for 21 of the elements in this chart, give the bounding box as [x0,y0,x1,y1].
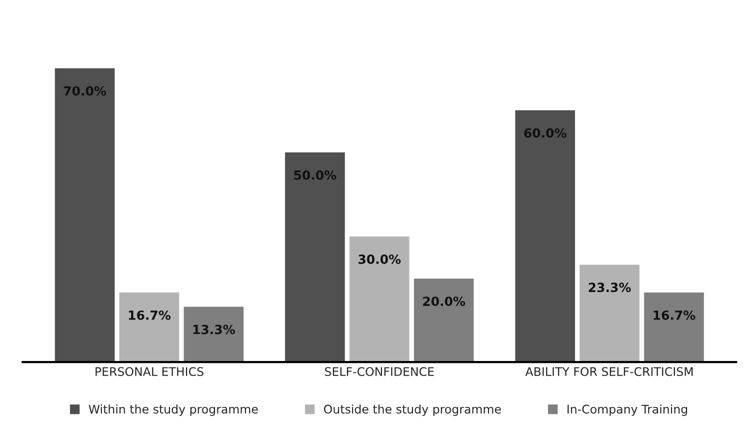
bar [118,291,181,362]
data-label: 16.7% [128,310,171,320]
data-label: 13.3% [193,324,235,334]
data-label: 30.0% [358,254,401,264]
bar [182,305,245,362]
data-label: 60.0% [524,128,566,138]
x-tick-label: SELF-CONFIDENCE [325,367,434,376]
bar [284,150,346,362]
bar [348,235,411,362]
legend-label: In-Company Training [568,404,688,416]
legend-label: Outside the study programme [324,404,501,416]
data-label: 23.3% [588,282,631,292]
x-tick-label: ABILITY FOR SELF-CRITICISM [525,367,693,376]
legend-label: Within the study programme [88,404,258,416]
data-label: 70.0% [64,86,106,96]
bar [412,277,476,362]
data-label: 50.0% [294,170,336,180]
bar [53,66,116,362]
data-label: 20.0% [423,296,466,306]
x-tick-label: PERSONAL ETHICS [96,367,204,376]
data-label: 16.7% [654,310,696,320]
